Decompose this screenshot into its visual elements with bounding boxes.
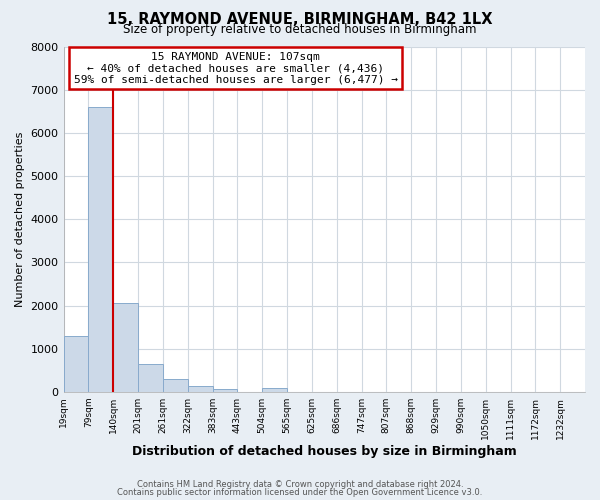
X-axis label: Distribution of detached houses by size in Birmingham: Distribution of detached houses by size … (132, 444, 517, 458)
Text: Contains HM Land Registry data © Crown copyright and database right 2024.: Contains HM Land Registry data © Crown c… (137, 480, 463, 489)
Bar (163, 380, 188, 392)
Bar (88, 107, 113, 392)
Text: Size of property relative to detached houses in Birmingham: Size of property relative to detached ho… (123, 22, 477, 36)
Text: 15, RAYMOND AVENUE, BIRMINGHAM, B42 1LX: 15, RAYMOND AVENUE, BIRMINGHAM, B42 1LX (107, 12, 493, 28)
Bar (212, 388, 238, 392)
Bar (188, 386, 212, 392)
Bar (262, 388, 287, 392)
Text: Contains public sector information licensed under the Open Government Licence v3: Contains public sector information licen… (118, 488, 482, 497)
Bar (138, 364, 163, 392)
Bar (113, 304, 138, 392)
Y-axis label: Number of detached properties: Number of detached properties (15, 132, 25, 307)
Text: 15 RAYMOND AVENUE: 107sqm
← 40% of detached houses are smaller (4,436)
59% of se: 15 RAYMOND AVENUE: 107sqm ← 40% of detac… (74, 52, 398, 85)
Bar (64, 336, 88, 392)
